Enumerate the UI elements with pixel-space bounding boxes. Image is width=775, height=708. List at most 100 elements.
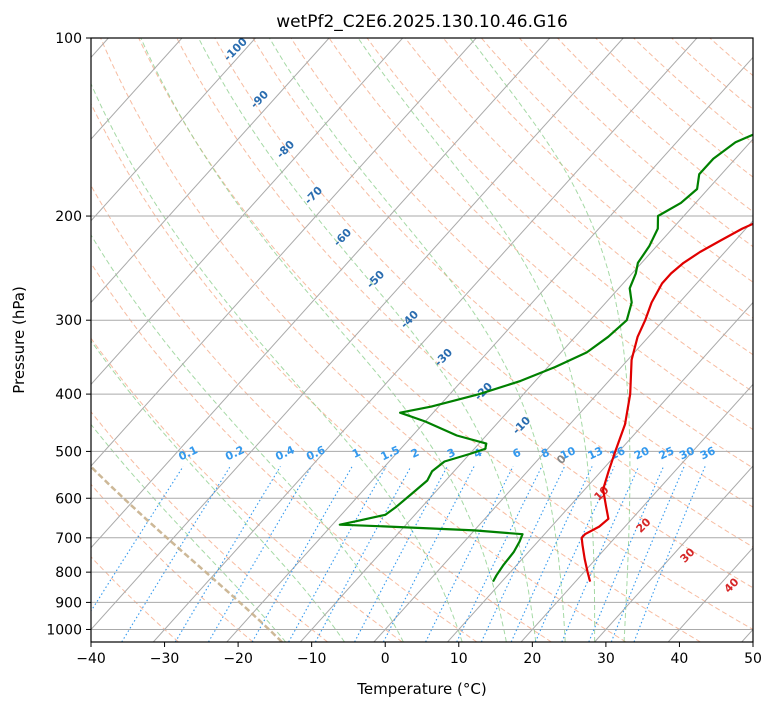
mixing-ratio-line xyxy=(456,466,543,642)
x-tick-label: 0 xyxy=(381,651,390,667)
isotherm-line xyxy=(447,301,753,642)
dry-adiabat xyxy=(328,38,753,431)
y-tick-label: 100 xyxy=(55,31,82,47)
adiabat-label: -20 xyxy=(472,380,495,403)
dry-adiabat xyxy=(252,38,753,508)
moist-adiabat xyxy=(469,38,631,642)
dry-adiabat xyxy=(404,38,753,356)
mixing-ratio-label: 30 xyxy=(677,444,697,462)
reference-arc xyxy=(91,464,283,642)
dry-adiabat xyxy=(91,337,403,642)
x-tick-label: 50 xyxy=(744,651,762,667)
mixing-ratio-label: 13 xyxy=(586,444,605,462)
isotherm-line xyxy=(152,38,698,642)
dry-adiabat xyxy=(91,184,552,642)
y-tick-label: 900 xyxy=(55,595,82,611)
mixing-ratio-label: 25 xyxy=(657,444,676,462)
axes: −40 −30 −20 −10 0 10 20 30 40 5010020030040050060… xyxy=(46,31,762,667)
adiabat-label: -10 xyxy=(510,414,533,437)
moist-adiabat xyxy=(91,423,287,642)
isotherm-line xyxy=(91,38,330,304)
dry-adiabat xyxy=(138,38,753,631)
y-tick-label: 800 xyxy=(55,565,82,581)
y-tick-label: 700 xyxy=(55,531,82,547)
y-tick-label: 600 xyxy=(55,491,82,507)
dry-adiabat xyxy=(557,38,753,213)
mixing-ratio-line xyxy=(425,466,514,642)
adiabat-label: -50 xyxy=(364,268,387,291)
dry-adiabat xyxy=(366,38,753,393)
adiabat-label: 20 xyxy=(634,515,654,535)
y-tick-label: 400 xyxy=(55,387,82,403)
x-tick-label: −10 xyxy=(297,651,327,667)
moist-adiabat xyxy=(91,340,345,642)
x-tick-label: 40 xyxy=(671,651,689,667)
isotherm-line xyxy=(373,220,753,642)
moist-adiabat xyxy=(357,38,596,642)
adiabat-label: 30 xyxy=(678,545,698,565)
mixing-ratio-line xyxy=(91,466,184,613)
x-tick-label: 20 xyxy=(523,651,541,667)
mixing-ratio-line xyxy=(510,466,593,642)
dry-adiabat xyxy=(100,38,701,642)
adiabat-label: -30 xyxy=(432,346,455,369)
y-tick-label: 300 xyxy=(55,313,82,329)
dry-adiabat xyxy=(214,38,753,548)
mixing-ratio-label: 6 xyxy=(511,446,524,461)
y-tick-label: 200 xyxy=(55,209,82,225)
mixing-ratio-label: 0.6 xyxy=(304,443,327,463)
moist-adiabat xyxy=(198,38,537,642)
chart-title: wetPf2_C2E6.2025.130.10.46.G16 xyxy=(276,12,568,32)
x-tick-label: 10 xyxy=(450,651,468,667)
dry-adiabat xyxy=(290,38,753,469)
plot-frame xyxy=(90,37,754,643)
adiabat-label: -40 xyxy=(398,308,421,331)
y-tick-label: 1000 xyxy=(46,622,82,638)
moist-adiabat xyxy=(140,38,507,642)
mixing-ratio-label: 10 xyxy=(558,444,578,462)
mixing-ratio-label: 2 xyxy=(409,446,421,461)
mixing-ratio-line xyxy=(480,466,566,642)
temperature-profile-line xyxy=(580,222,753,582)
isotherm-line xyxy=(741,628,753,642)
x-tick-label: 30 xyxy=(597,651,615,667)
dry-adiabat xyxy=(91,102,627,642)
mixing-ratio-line xyxy=(534,466,615,642)
adiabat-label: -90 xyxy=(248,88,271,111)
dry-adiabat xyxy=(176,38,753,589)
moist-adiabat xyxy=(91,82,463,642)
dry-adiabat xyxy=(91,411,328,642)
mixing-ratio-line xyxy=(561,466,640,642)
isotherm-line xyxy=(300,138,753,642)
plot-area: 0.1 0.2 0.4 0.6 1 1.5 2 3 4 6 8 10 13 16 20 25 30 36-100-… xyxy=(91,38,753,642)
moist-adiabat xyxy=(91,234,404,642)
isotherm-line xyxy=(91,38,256,222)
mixing-ratio-line xyxy=(288,466,387,642)
isotherm-line xyxy=(91,38,551,549)
mixing-ratio-line xyxy=(382,466,475,642)
mixing-ratio-label: 1.5 xyxy=(379,443,402,463)
isotherm-line xyxy=(226,56,753,642)
y-tick-label: 500 xyxy=(55,444,82,460)
moist-adiabat xyxy=(268,38,566,642)
x-axis-label: Temperature (°C) xyxy=(356,680,486,698)
dry-adiabat xyxy=(633,38,753,144)
dry-adiabat xyxy=(91,483,254,642)
mixing-ratio-line xyxy=(354,466,448,642)
isotherm-line xyxy=(520,383,753,642)
dry-adiabat xyxy=(481,38,753,283)
isotherm-line xyxy=(91,38,477,467)
isotherm-line xyxy=(594,465,753,642)
mixing-ratio-line xyxy=(121,466,231,642)
mixing-ratio-line xyxy=(174,466,281,642)
x-tick-label: −20 xyxy=(223,651,253,667)
mixing-ratio-label: 36 xyxy=(698,444,718,462)
adiabat-label: 40 xyxy=(722,575,742,595)
mixing-ratio-line xyxy=(251,466,353,642)
mixing-ratio-line xyxy=(314,466,412,642)
isotherm-line xyxy=(91,38,624,631)
adiabat-label: -60 xyxy=(331,226,354,249)
x-tick-label: −30 xyxy=(150,651,180,667)
y-axis-label: Pressure (hPa) xyxy=(10,286,28,394)
